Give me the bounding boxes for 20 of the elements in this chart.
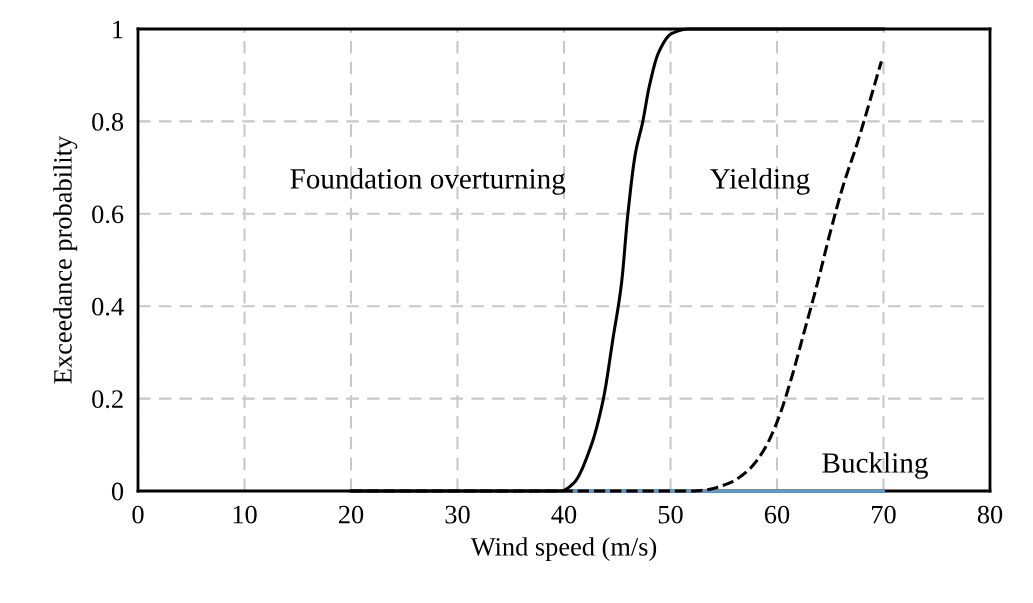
- x-tick-label: 40: [551, 505, 577, 524]
- y-tick-label: 0.2: [92, 390, 123, 409]
- x-tick-label: 70: [872, 505, 896, 524]
- x-tick-label: 20: [338, 505, 364, 524]
- y-tick-label: 0.4: [92, 297, 124, 316]
- y-tick-label: 0.8: [92, 113, 124, 131]
- text: Foundation overturning: [290, 168, 566, 195]
- y-tick-label: 0.6: [92, 205, 124, 224]
- x-tick-label: 60: [764, 505, 790, 524]
- x-tick-label: 50: [658, 505, 683, 524]
- y-axis-title: Exceedance probability: [53, 135, 78, 384]
- x-tick-label: 0: [132, 505, 144, 524]
- series-label: Buckling: [822, 452, 928, 479]
- x-axis-title: Wind speed (m/s): [470, 537, 657, 562]
- x-tick-label: 10: [233, 505, 257, 524]
- y-tick-label: 0: [111, 482, 124, 501]
- x-tick-label: 30: [445, 505, 470, 524]
- series-label: Yielding: [710, 168, 810, 195]
- y-tick-label: 1: [113, 20, 123, 39]
- x-tick-label: 80: [977, 505, 1003, 524]
